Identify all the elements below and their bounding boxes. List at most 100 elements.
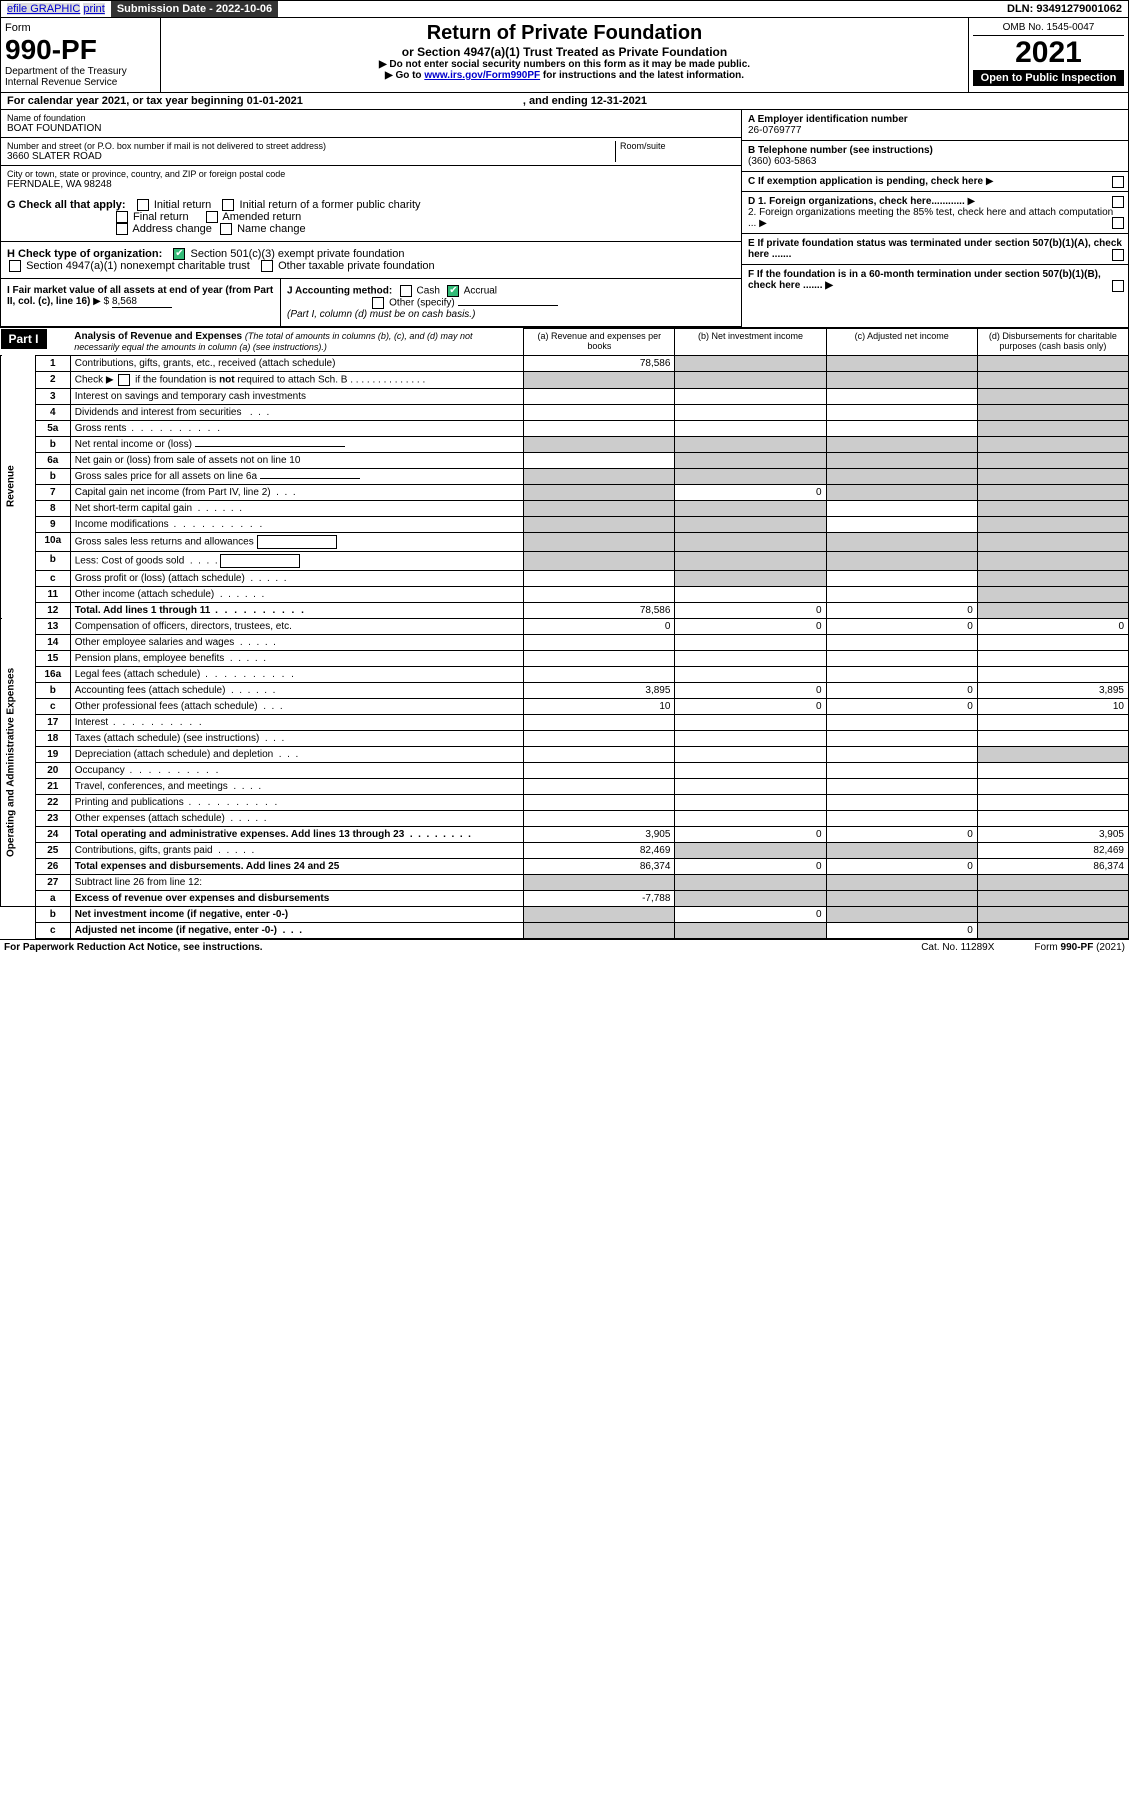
j-label: J Accounting method: bbox=[287, 286, 392, 297]
submission-date: Submission Date - 2022-10-06 bbox=[111, 1, 278, 17]
row-desc: Interest bbox=[70, 714, 524, 730]
form-ref: Form 990-PF (2021) bbox=[1034, 942, 1125, 953]
table-row: 2Check ▶ if the foundation is not requir… bbox=[1, 371, 1129, 388]
row-num: 13 bbox=[35, 618, 70, 634]
d2-checkbox[interactable] bbox=[1112, 217, 1124, 229]
accrual-checkbox[interactable]: ✔ bbox=[447, 285, 459, 297]
row-desc: Occupancy bbox=[70, 762, 524, 778]
table-row: 5aGross rents bbox=[1, 420, 1129, 436]
row-num: b bbox=[35, 551, 70, 570]
row-desc: Subtract line 26 from line 12: bbox=[70, 874, 524, 890]
other-method-checkbox[interactable] bbox=[372, 297, 384, 309]
f-label: F If the foundation is in a 60-month ter… bbox=[748, 269, 1101, 291]
cell bbox=[675, 570, 826, 586]
cell bbox=[977, 906, 1128, 922]
table-row: 6aNet gain or (loss) from sale of assets… bbox=[1, 452, 1129, 468]
cell bbox=[524, 500, 675, 516]
amended-return-checkbox[interactable] bbox=[206, 211, 218, 223]
form-subtitle: or Section 4947(a)(1) Trust Treated as P… bbox=[165, 45, 964, 59]
cell bbox=[826, 842, 977, 858]
row-desc: Compensation of officers, directors, tru… bbox=[70, 618, 524, 634]
row-desc: Gross sales less returns and allowances bbox=[70, 532, 524, 551]
e-checkbox[interactable] bbox=[1112, 249, 1124, 261]
ein-value: 26-0769777 bbox=[748, 125, 801, 136]
section-h: H Check type of organization: ✔ Section … bbox=[1, 242, 741, 279]
print-link[interactable]: print bbox=[83, 3, 104, 15]
table-row: cGross profit or (loss) (attach schedule… bbox=[1, 570, 1129, 586]
phone-label: B Telephone number (see instructions) bbox=[748, 145, 933, 156]
501c3-checkbox[interactable]: ✔ bbox=[173, 248, 185, 260]
expenses-side-label: Operating and Administrative Expenses bbox=[1, 618, 36, 906]
row-desc: Income modifications bbox=[70, 516, 524, 532]
cell bbox=[524, 436, 675, 452]
cell: 3,905 bbox=[977, 826, 1128, 842]
cell bbox=[977, 714, 1128, 730]
other-specify-line bbox=[458, 305, 558, 306]
cat-no: Cat. No. 11289X bbox=[921, 942, 994, 953]
section-g: G Check all that apply: Initial return I… bbox=[1, 193, 741, 242]
cell: 0 bbox=[675, 602, 826, 618]
cell: 0 bbox=[675, 906, 826, 922]
cell bbox=[524, 714, 675, 730]
final-return-checkbox[interactable] bbox=[116, 211, 128, 223]
h-opt3: Other taxable private foundation bbox=[278, 260, 435, 272]
j-cash: Cash bbox=[417, 286, 440, 297]
cell bbox=[524, 586, 675, 602]
cell: 0 bbox=[675, 618, 826, 634]
c-checkbox[interactable] bbox=[1112, 176, 1124, 188]
sch-b-checkbox[interactable] bbox=[118, 374, 130, 386]
form-number: 990-PF bbox=[5, 34, 156, 66]
form990pf-link[interactable]: www.irs.gov/Form990PF bbox=[424, 70, 540, 81]
cell bbox=[977, 420, 1128, 436]
4947-checkbox[interactable] bbox=[9, 260, 21, 272]
row-desc: Excess of revenue over expenses and disb… bbox=[70, 890, 524, 906]
cell bbox=[524, 730, 675, 746]
d1-checkbox[interactable] bbox=[1112, 196, 1124, 208]
d2-label: 2. Foreign organizations meeting the 85%… bbox=[748, 207, 1113, 229]
table-row: 10aGross sales less returns and allowanc… bbox=[1, 532, 1129, 551]
cash-checkbox[interactable] bbox=[400, 285, 412, 297]
table-row: bNet investment income (if negative, ent… bbox=[1, 906, 1129, 922]
name-change-checkbox[interactable] bbox=[220, 223, 232, 235]
cell: 0 bbox=[826, 698, 977, 714]
table-row: cAdjusted net income (if negative, enter… bbox=[1, 922, 1129, 938]
table-row: aExcess of revenue over expenses and dis… bbox=[1, 890, 1129, 906]
cell bbox=[675, 500, 826, 516]
cell bbox=[826, 762, 977, 778]
row-desc: Legal fees (attach schedule) bbox=[70, 666, 524, 682]
table-row: 23Other expenses (attach schedule) . . .… bbox=[1, 810, 1129, 826]
cell bbox=[524, 746, 675, 762]
efile-link[interactable]: efile GRAPHIC bbox=[7, 3, 80, 15]
initial-former-checkbox[interactable] bbox=[222, 199, 234, 211]
row-num: 3 bbox=[35, 388, 70, 404]
cell bbox=[675, 922, 826, 938]
f-checkbox[interactable] bbox=[1112, 280, 1124, 292]
cell bbox=[977, 404, 1128, 420]
irs-label: Internal Revenue Service bbox=[5, 77, 156, 88]
address-change-checkbox[interactable] bbox=[116, 223, 128, 235]
row-desc: Net rental income or (loss) bbox=[70, 436, 524, 452]
cell bbox=[826, 570, 977, 586]
cell: 0 bbox=[826, 682, 977, 698]
row-desc: Total. Add lines 1 through 11 bbox=[70, 602, 524, 618]
table-row: 22Printing and publications bbox=[1, 794, 1129, 810]
table-row: 4Dividends and interest from securities … bbox=[1, 404, 1129, 420]
cell bbox=[977, 730, 1128, 746]
name-label: Name of foundation bbox=[7, 113, 735, 123]
paperwork-notice: For Paperwork Reduction Act Notice, see … bbox=[4, 942, 263, 953]
cell: 0 bbox=[524, 618, 675, 634]
cal-begin: For calendar year 2021, or tax year begi… bbox=[7, 95, 303, 107]
cell bbox=[977, 355, 1128, 371]
row-num: 9 bbox=[35, 516, 70, 532]
other-taxable-checkbox[interactable] bbox=[261, 260, 273, 272]
row-num: 6a bbox=[35, 452, 70, 468]
note-goto: ▶ Go to www.irs.gov/Form990PF for instru… bbox=[165, 70, 964, 81]
cell bbox=[826, 746, 977, 762]
cell bbox=[524, 874, 675, 890]
cell bbox=[524, 570, 675, 586]
table-row: 21Travel, conferences, and meetings . . … bbox=[1, 778, 1129, 794]
cell bbox=[977, 922, 1128, 938]
revenue-side-label: Revenue bbox=[1, 355, 36, 618]
cell bbox=[524, 551, 675, 570]
initial-return-checkbox[interactable] bbox=[137, 199, 149, 211]
